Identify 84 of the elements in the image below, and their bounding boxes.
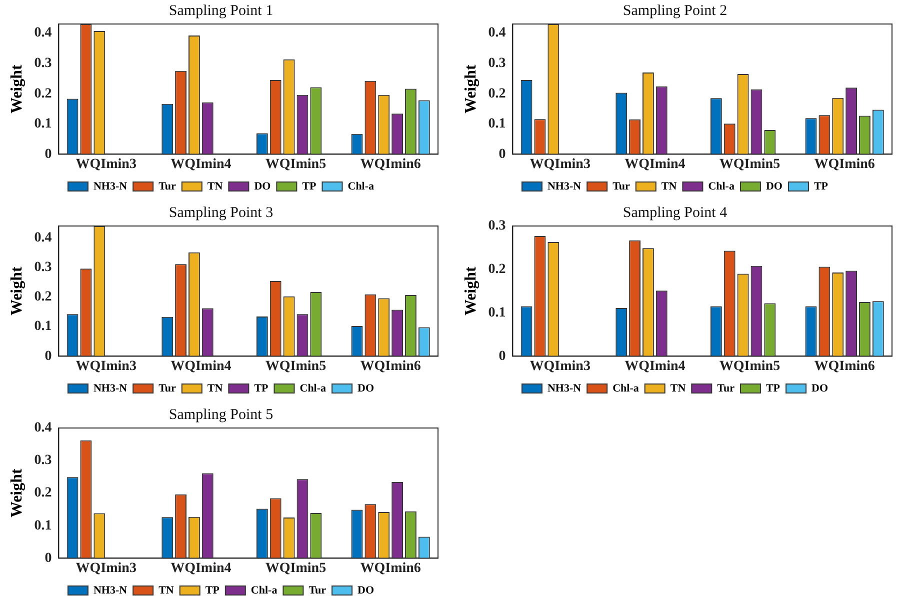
y-axis-title: Weight	[8, 266, 26, 316]
x-tick-label: WQImin4	[624, 359, 686, 374]
x-tick-label: WQImin3	[76, 157, 136, 172]
legend-label: Tur	[158, 382, 176, 394]
legend-label: Tur	[612, 180, 630, 192]
y-tick-label: 0.4	[34, 420, 52, 436]
y-tick-label: 0.1	[34, 319, 52, 334]
y-axis-title: Weight	[8, 64, 26, 114]
chart-title: Sampling Point 3	[168, 204, 274, 221]
x-tick-label: WQImin3	[530, 157, 590, 172]
y-tick-label: 0.2	[34, 86, 52, 102]
chart-title: Sampling Point 2	[622, 2, 728, 19]
y-axis-title: Weight	[8, 468, 26, 518]
x-tick-label: WQImin4	[170, 561, 232, 576]
y-tick-label: 0.3	[488, 218, 506, 234]
y-tick-label: 0.1	[34, 116, 52, 132]
chart-title: Sampling Point 4	[622, 204, 728, 221]
y-tick-label: 0.3	[34, 260, 52, 276]
x-tick-label: WQImin6	[360, 561, 421, 576]
legend-label: Chl-a	[348, 180, 375, 192]
y-tick-label: 0	[44, 146, 52, 162]
legend-label: DO	[812, 382, 828, 394]
legend-label: TP	[254, 382, 269, 394]
y-tick-label: 0.3	[488, 56, 506, 71]
y-tick-label: 0.2	[488, 262, 506, 278]
y-tick-label: 0.2	[34, 486, 52, 501]
x-tick-label: WQImin6	[814, 157, 875, 172]
x-tick-label: WQImin4	[170, 157, 232, 172]
y-axis-title: Weight	[462, 64, 480, 114]
legend-label: TN	[207, 382, 223, 394]
y-tick-label: 0.4	[488, 26, 506, 41]
x-tick-label: WQImin5	[265, 561, 326, 576]
legend-label: NH3-N	[547, 180, 582, 192]
chart-title: Sampling Point 1	[168, 2, 274, 19]
legend-label: TP	[766, 382, 780, 394]
legend-label: NH3-N	[547, 382, 582, 394]
y-tick-label: 0.3	[34, 56, 52, 71]
legend-label: TP	[814, 180, 828, 192]
legend-label: TP	[205, 584, 220, 596]
legend-label: Chl-a	[708, 180, 735, 192]
y-tick-label: 0	[44, 550, 52, 566]
legend-label: Tur	[158, 180, 176, 192]
legend-label: DO	[254, 180, 272, 192]
x-tick-label: WQImin5	[265, 359, 326, 374]
legend-label: DO	[358, 382, 374, 394]
legend-label: TN	[158, 584, 174, 596]
x-tick-label: WQImin4	[170, 359, 232, 374]
legend-label: NH3-N	[93, 584, 128, 596]
legend-label: Chl-a	[300, 382, 327, 394]
x-tick-label: WQImin3	[530, 359, 590, 374]
y-tick-label: 0.1	[488, 116, 506, 132]
legend-label: DO	[766, 180, 783, 192]
legend-label: TN	[670, 382, 686, 394]
y-tick-label: 0.1	[34, 518, 52, 534]
y-tick-label: 0.1	[488, 305, 506, 320]
y-tick-label: 0	[498, 348, 506, 364]
x-tick-label: WQImin6	[814, 359, 875, 374]
x-tick-label: WQImin5	[265, 157, 326, 172]
legend-label: NH3-N	[93, 382, 128, 394]
x-tick-label: WQImin3	[76, 561, 136, 576]
chart-title: Sampling Point 5	[168, 406, 274, 423]
x-tick-label: WQImin6	[360, 157, 421, 172]
x-tick-label: WQImin4	[624, 157, 686, 172]
y-tick-label: 0	[498, 146, 506, 162]
legend-label: TP	[302, 180, 317, 192]
legend-label: NH3-N	[93, 180, 128, 192]
legend-label: Tur	[308, 584, 326, 596]
y-tick-label: 0.4	[34, 230, 52, 246]
y-tick-label: 0	[44, 348, 52, 364]
y-tick-label: 0.4	[34, 26, 52, 41]
legend-label: Chl-a	[250, 584, 278, 596]
x-tick-label: WQImin6	[360, 359, 421, 374]
x-tick-label: WQImin5	[719, 157, 780, 172]
legend-label: TN	[661, 180, 677, 192]
y-tick-label: 0.2	[488, 86, 506, 102]
x-tick-label: WQImin3	[76, 359, 136, 374]
legend-label: TN	[207, 180, 223, 192]
x-tick-label: WQImin5	[719, 359, 780, 374]
y-tick-label: 0.3	[34, 453, 52, 468]
legend-label: Chl-a	[612, 382, 640, 394]
y-tick-label: 0.2	[34, 290, 52, 305]
y-axis-title: Weight	[462, 266, 480, 316]
legend-label: DO	[358, 584, 374, 596]
legend-label: Tur	[717, 382, 735, 394]
